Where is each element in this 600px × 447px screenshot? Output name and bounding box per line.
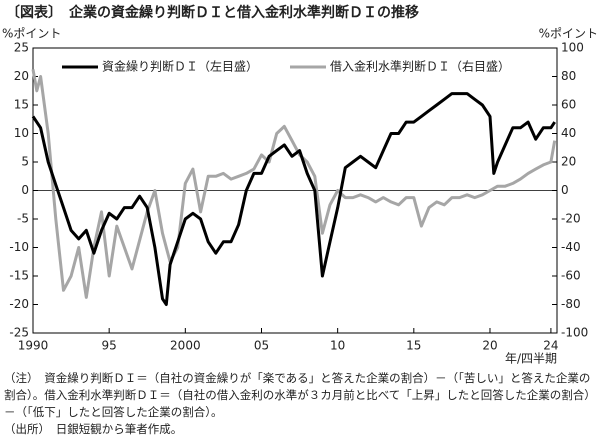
chart: 〔図表〕 企業の資金繰り判断ＤＩと借入金利水準判断ＤＩの推移 %ポイント %ポイ…	[2, 4, 598, 366]
x-tick-label: 1990	[18, 339, 49, 353]
y2-tick-label: -80	[561, 297, 581, 311]
x-tick-label: 95	[102, 339, 117, 353]
x-tick-label: 20	[482, 339, 497, 353]
y-tick-label: 5	[21, 155, 29, 169]
x-tick-label: 15	[406, 339, 421, 353]
legend-label: 資金繰り判断ＤＩ（左目盛）	[102, 59, 258, 74]
y-tick-label: -15	[9, 269, 29, 283]
y-tick-label: 0	[21, 183, 29, 197]
y2-tick-label: 100	[561, 41, 584, 55]
y2-axis-label: %ポイント	[539, 27, 598, 41]
legend-label: 借入金利水準判断ＤＩ（右目盛）	[330, 59, 510, 74]
y-tick-label: -5	[17, 212, 29, 226]
x-tick-label: 2000	[170, 339, 201, 353]
series-line	[31, 92, 556, 306]
y-tick-label: 25	[14, 41, 29, 55]
notes: （注） 資金繰り判断ＤＩ＝（自社の資金繰りが「楽である」と答えた企業の割合）－（…	[0, 370, 600, 438]
y-tick-label: 10	[14, 126, 29, 140]
note: （出所） 日銀短観から筆者作成。	[4, 422, 183, 436]
note: （注） 資金繰り判断ＤＩ＝（自社の資金繰りが「楽である」と答えた企業の割合）－（…	[4, 371, 596, 419]
chart-title: 〔図表〕 企業の資金繰り判断ＤＩと借入金利水準判断ＤＩの推移	[6, 4, 419, 21]
y2-tick-label: -40	[561, 240, 581, 254]
y-axis-label: %ポイント	[2, 27, 61, 41]
y2-tick-label: 80	[561, 69, 576, 83]
y2-tick-label: 40	[561, 126, 576, 140]
x-tick-label: 05	[254, 339, 269, 353]
x-tick-label: 24	[543, 339, 558, 353]
y2-tick-label: 60	[561, 98, 576, 112]
y-tick-label: -25	[9, 326, 29, 340]
y2-tick-label: -60	[561, 269, 581, 283]
y2-tick-label: -20	[561, 212, 581, 226]
y-tick-label: 20	[14, 69, 29, 83]
y2-tick-label: -100	[561, 326, 588, 340]
series-line	[31, 69, 557, 299]
y-tick-label: -10	[9, 240, 29, 254]
x-axis-label: 年/四半期	[505, 352, 557, 366]
y-tick-label: 15	[14, 98, 29, 112]
y2-tick-label: 0	[561, 183, 569, 197]
y2-tick-label: 20	[561, 155, 576, 169]
y-tick-label: -20	[9, 297, 29, 311]
x-tick-label: 10	[330, 339, 345, 353]
